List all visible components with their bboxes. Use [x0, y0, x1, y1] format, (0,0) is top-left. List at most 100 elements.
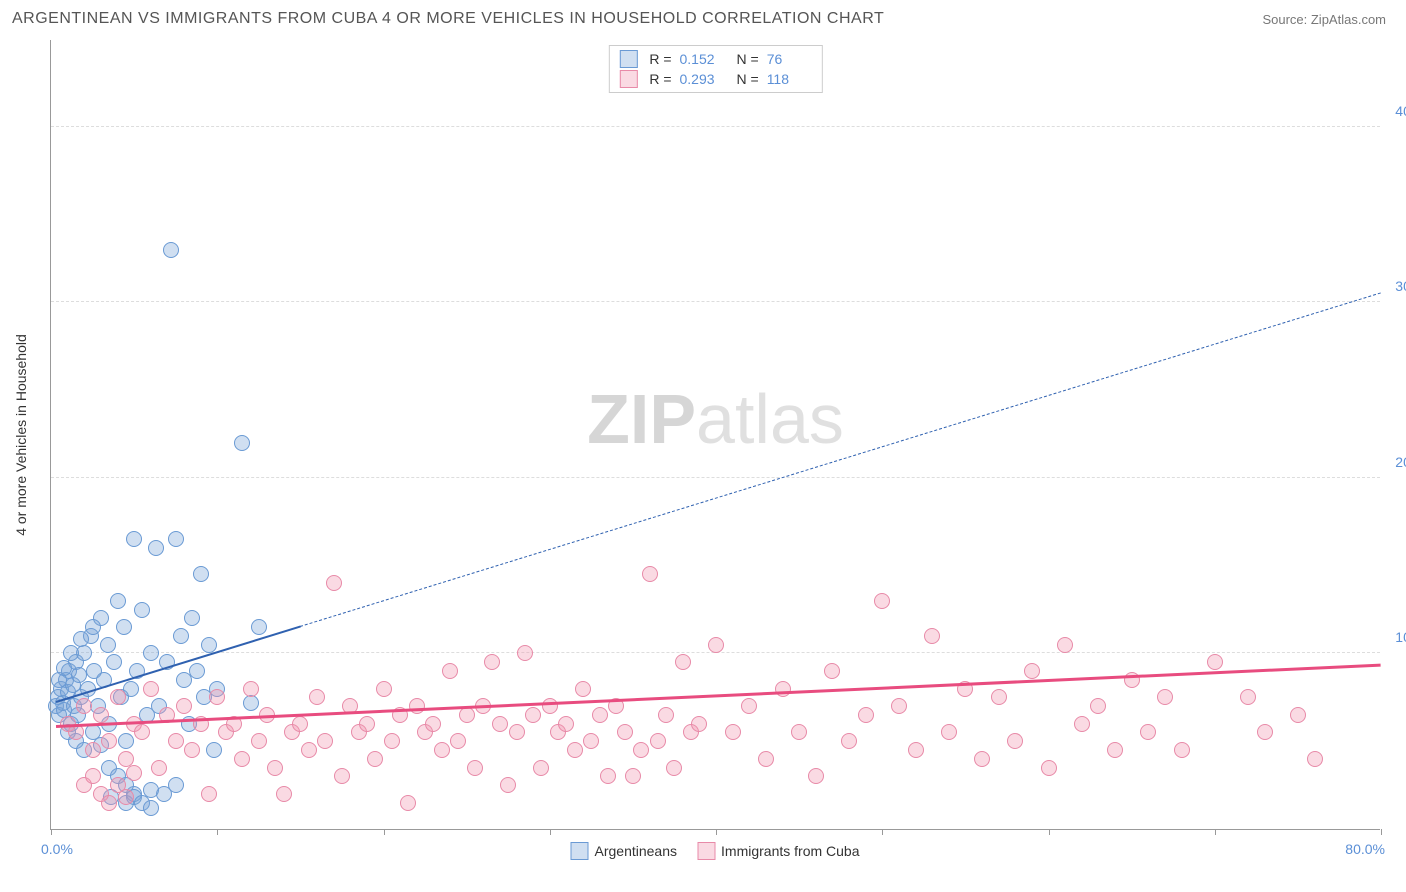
gridline — [51, 301, 1380, 302]
data-point — [234, 751, 250, 767]
data-point — [276, 786, 292, 802]
watermark-bold: ZIP — [587, 380, 696, 458]
data-point — [725, 724, 741, 740]
data-point — [1174, 742, 1190, 758]
data-point — [592, 707, 608, 723]
stat-r-value: 0.152 — [680, 51, 725, 67]
data-point — [409, 698, 425, 714]
legend-swatch — [619, 70, 637, 88]
data-point — [1007, 733, 1023, 749]
legend-stats-box: R =0.152N =76R =0.293N =118 — [608, 45, 822, 93]
data-point — [148, 540, 164, 556]
data-point — [741, 698, 757, 714]
data-point — [201, 637, 217, 653]
data-point — [76, 698, 92, 714]
stat-n-value: 76 — [767, 51, 812, 67]
source-label: Source: ZipAtlas.com — [1262, 12, 1386, 27]
data-point — [1074, 716, 1090, 732]
x-tick — [882, 829, 883, 835]
legend-swatch — [571, 842, 589, 860]
data-point — [143, 800, 159, 816]
x-tick — [1381, 829, 1382, 835]
data-point — [376, 681, 392, 697]
data-point — [575, 681, 591, 697]
x-tick — [51, 829, 52, 835]
stat-r-label: R = — [649, 71, 671, 87]
data-point — [517, 645, 533, 661]
data-point — [1090, 698, 1106, 714]
data-point — [163, 242, 179, 258]
data-point — [63, 645, 79, 661]
data-point — [168, 733, 184, 749]
data-point — [143, 645, 159, 661]
data-point — [1157, 689, 1173, 705]
data-point — [126, 531, 142, 547]
data-point — [558, 716, 574, 732]
x-tick — [217, 829, 218, 835]
data-point — [633, 742, 649, 758]
data-point — [116, 619, 132, 635]
plot-area: ZIPatlas 4 or more Vehicles in Household… — [50, 40, 1380, 830]
data-point — [168, 777, 184, 793]
data-point — [542, 698, 558, 714]
data-point — [467, 760, 483, 776]
data-point — [442, 663, 458, 679]
data-point — [110, 689, 126, 705]
data-point — [189, 663, 205, 679]
y-axis-title: 4 or more Vehicles in Household — [13, 334, 29, 536]
data-point — [400, 795, 416, 811]
data-point — [168, 531, 184, 547]
data-point — [267, 760, 283, 776]
data-point — [1307, 751, 1323, 767]
data-point — [143, 681, 159, 697]
data-point — [334, 768, 350, 784]
data-point — [974, 751, 990, 767]
data-point — [775, 681, 791, 697]
data-point — [841, 733, 857, 749]
data-point — [691, 716, 707, 732]
y-tick-label: 40.0% — [1395, 103, 1406, 119]
data-point — [206, 742, 222, 758]
data-point — [73, 631, 89, 647]
legend-swatch — [697, 842, 715, 860]
data-point — [824, 663, 840, 679]
data-point — [193, 566, 209, 582]
data-point — [450, 733, 466, 749]
x-tick — [1049, 829, 1050, 835]
data-point — [1041, 760, 1057, 776]
data-point — [625, 768, 641, 784]
watermark: ZIPatlas — [587, 379, 844, 459]
data-point — [791, 724, 807, 740]
data-point — [567, 742, 583, 758]
stat-r-label: R = — [649, 51, 671, 67]
data-point — [617, 724, 633, 740]
x-axis-min-label: 0.0% — [41, 841, 73, 857]
data-point — [68, 724, 84, 740]
data-point — [484, 654, 500, 670]
data-point — [106, 654, 122, 670]
trend-line-dashed — [300, 293, 1381, 628]
data-point — [176, 698, 192, 714]
y-tick-label: 10.0% — [1395, 629, 1406, 645]
data-point — [666, 760, 682, 776]
data-point — [425, 716, 441, 732]
data-point — [500, 777, 516, 793]
legend-label: Immigrants from Cuba — [721, 843, 859, 859]
legend-label: Argentineans — [595, 843, 678, 859]
title-bar: ARGENTINEAN VS IMMIGRANTS FROM CUBA 4 OR… — [0, 0, 1406, 33]
data-point — [1107, 742, 1123, 758]
data-point — [317, 733, 333, 749]
stat-r-value: 0.293 — [680, 71, 725, 87]
data-point — [292, 716, 308, 732]
data-point — [309, 689, 325, 705]
x-tick — [384, 829, 385, 835]
data-point — [100, 637, 116, 653]
data-point — [101, 733, 117, 749]
data-point — [85, 742, 101, 758]
data-point — [525, 707, 541, 723]
data-point — [301, 742, 317, 758]
stat-n-label: N = — [737, 71, 759, 87]
data-point — [173, 628, 189, 644]
data-point — [924, 628, 940, 644]
data-point — [93, 707, 109, 723]
